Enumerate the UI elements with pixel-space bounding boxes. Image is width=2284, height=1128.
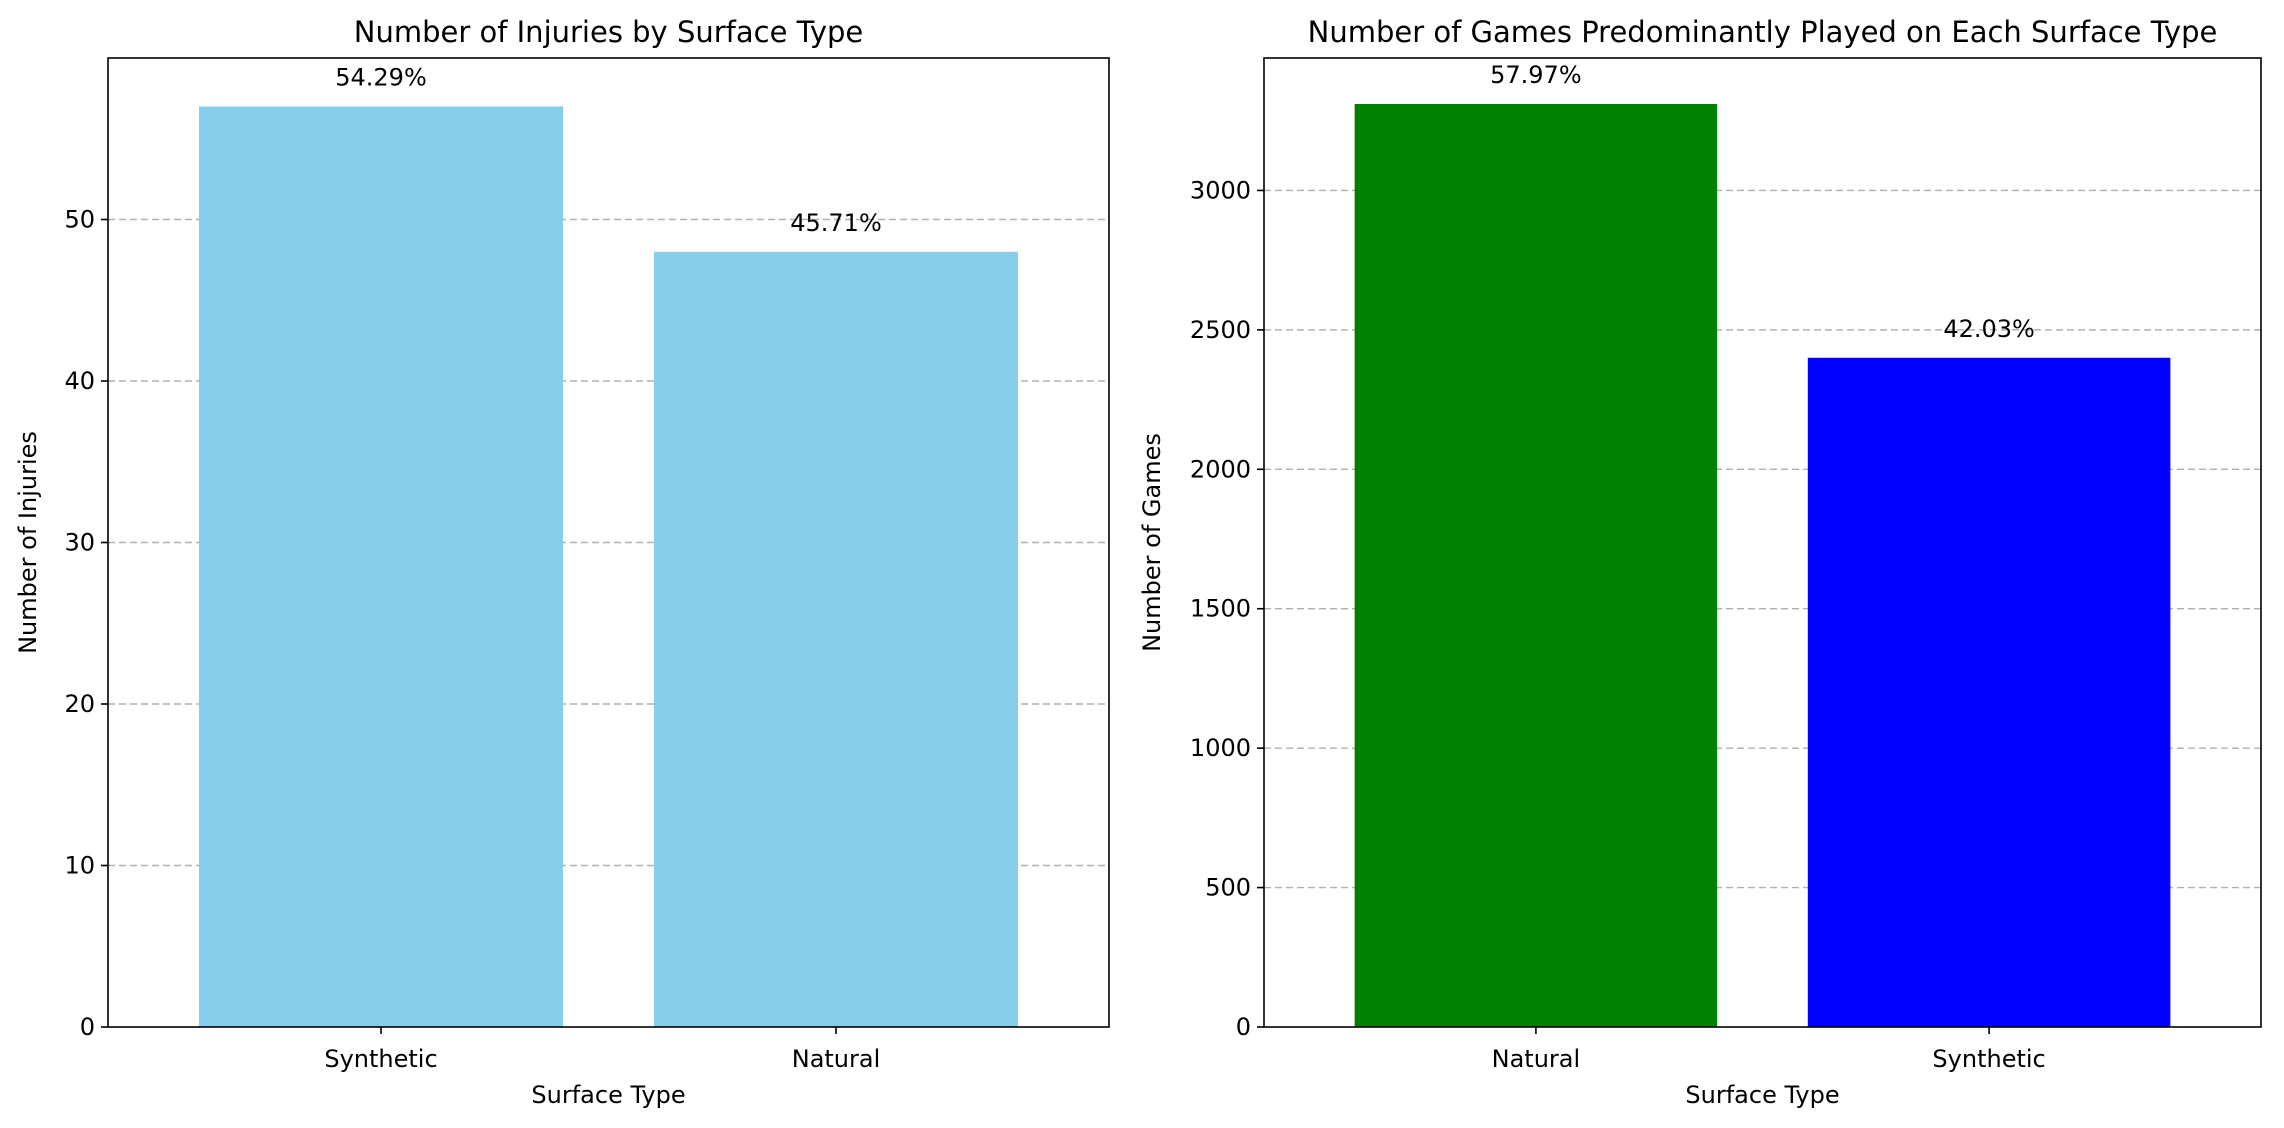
y-axis-label: Number of Injuries (14, 431, 42, 654)
x-tick-label: Synthetic (1932, 1045, 2045, 1073)
chart-games-by-surface: 57.97% Natural 42.03% Synthetic 0 500 1000 1500… (1138, 15, 2262, 1109)
y-axis-label: Number of Games (1138, 433, 1166, 652)
y-tick-label: 20 (64, 690, 95, 718)
y-tick-label: 2500 (1190, 316, 1251, 344)
y-tick-label: 50 (64, 206, 95, 234)
x-tick-label: Natural (792, 1045, 881, 1073)
y-tick-label: 40 (64, 367, 95, 395)
y-tick-label: 0 (1236, 1013, 1251, 1041)
data-label-synthetic: 54.29% (335, 63, 427, 91)
x-axis-label: Surface Type (531, 1081, 685, 1109)
plot-frame (1263, 57, 2262, 1028)
bar-synthetic (1807, 357, 2171, 1028)
y-tick-label: 30 (64, 529, 95, 557)
chart-title: Number of Injuries by Surface Type (354, 15, 864, 49)
y-tick-label: 0 (80, 1013, 95, 1041)
bar-natural (1354, 104, 1718, 1027)
y-tick-label: 10 (64, 852, 95, 880)
y-tick-label: 500 (1205, 874, 1251, 902)
data-label-synthetic: 42.03% (1943, 315, 2035, 343)
bar-synthetic (199, 106, 563, 1027)
x-tick-label: Synthetic (324, 1045, 437, 1073)
data-label-natural: 45.71% (790, 209, 882, 237)
plot-frame (107, 57, 1110, 1028)
x-tick-label: Natural (1492, 1045, 1581, 1073)
bar-natural (654, 251, 1018, 1028)
y-tick-label: 3000 (1190, 176, 1251, 204)
y-tick-label: 2000 (1190, 455, 1251, 483)
data-label-natural: 57.97% (1490, 61, 1582, 89)
y-tick-label: 1500 (1190, 595, 1251, 623)
y-tick-label: 1000 (1190, 734, 1251, 762)
chart-title: Number of Games Predominantly Played on … (1308, 15, 2218, 49)
chart-injuries-by-surface: 54.29% Synthetic 45.71% Natural 0 10 20 30 40 50 N… (14, 15, 1110, 1109)
x-axis-label: Surface Type (1685, 1081, 1839, 1109)
